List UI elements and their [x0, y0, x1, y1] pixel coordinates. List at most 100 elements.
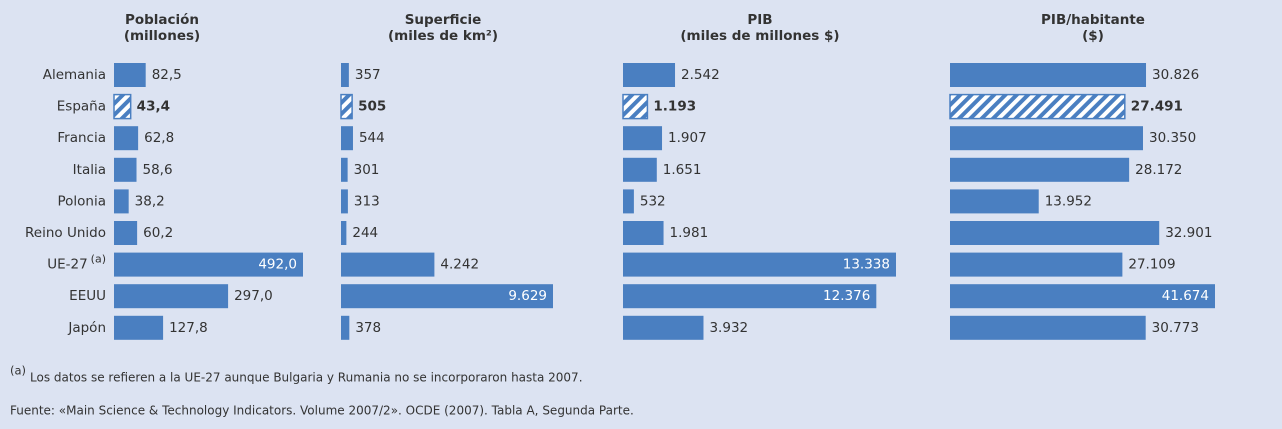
bar: [623, 126, 663, 151]
value-label: 27.491: [1131, 99, 1183, 115]
value-label: 41.674: [1162, 288, 1209, 304]
category-text: España: [57, 99, 106, 115]
bar: [114, 157, 137, 182]
category-text: Japón: [67, 320, 106, 336]
value-label: 30.826: [1152, 67, 1199, 83]
category-label: Francia: [57, 130, 106, 146]
bar: [114, 315, 164, 340]
value-label: 1.907: [668, 130, 707, 146]
bar: [623, 284, 877, 309]
footnote: Los datos se refieren a la UE-27 aunque …: [30, 371, 583, 385]
bar: [949, 93, 1126, 120]
value-label: 82,5: [152, 67, 182, 83]
value-label: 492,0: [258, 257, 297, 273]
bar: [950, 252, 1123, 277]
bar: [623, 63, 676, 87]
category-label: Reino Unido: [25, 225, 106, 241]
bar: [341, 252, 435, 277]
panel-subtitle: (miles de km²): [388, 28, 498, 44]
category-label: UE-27 (a): [47, 253, 106, 273]
category-text: Polonia: [57, 193, 106, 209]
bar: [623, 157, 657, 182]
bar: [114, 126, 139, 151]
bar: [950, 284, 1215, 309]
value-label: 28.172: [1135, 162, 1182, 178]
bar: [341, 63, 349, 87]
value-label: 13.952: [1045, 193, 1092, 209]
value-label: 32.901: [1165, 225, 1212, 241]
bar: [341, 221, 347, 245]
value-label: 301: [354, 162, 380, 178]
bar: [341, 284, 553, 309]
value-label: 127,8: [169, 320, 208, 336]
value-label: 244: [352, 225, 378, 241]
bar: [341, 189, 348, 214]
bar: [950, 189, 1039, 214]
bar: [114, 189, 129, 214]
bar: [950, 221, 1160, 245]
value-label: 378: [355, 320, 381, 336]
category-text: Francia: [57, 130, 106, 146]
bar: [341, 315, 350, 340]
value-label: 30.773: [1152, 320, 1199, 336]
bar: [623, 315, 704, 340]
value-label: 1.193: [653, 99, 696, 115]
category-text: Reino Unido: [25, 225, 106, 241]
panel-subtitle: ($): [1082, 28, 1104, 44]
value-label: 297,0: [234, 288, 273, 304]
bar: [950, 126, 1143, 151]
bar: [950, 315, 1146, 340]
value-label: 60,2: [143, 225, 173, 241]
value-label: 1.651: [663, 162, 702, 178]
bar: [623, 189, 634, 214]
value-label: 43,4: [137, 99, 170, 115]
category-label: España: [57, 99, 106, 115]
panel-title: PIB/habitante: [1041, 12, 1145, 28]
value-label: 505: [358, 99, 386, 115]
category-label: EEUU: [69, 288, 106, 304]
category-text: UE-27: [47, 257, 87, 273]
value-label: 544: [359, 130, 385, 146]
value-label: 38,2: [135, 193, 165, 209]
bar: [114, 221, 138, 245]
bar: [114, 63, 146, 87]
source: Fuente: «Main Science & Technology Indic…: [10, 404, 634, 418]
category-text: Italia: [73, 162, 106, 178]
value-label: 357: [355, 67, 381, 83]
panel-subtitle: (millones): [124, 28, 200, 44]
value-label: 1.981: [670, 225, 709, 241]
value-label: 13.338: [843, 257, 890, 273]
bar: [341, 126, 353, 151]
bar: [622, 93, 649, 120]
category-text: Alemania: [43, 67, 106, 83]
value-label: 3.932: [709, 320, 748, 336]
bar: [950, 63, 1147, 87]
bar: [114, 252, 303, 277]
category-label: Alemania: [43, 67, 106, 83]
value-label: 30.350: [1149, 130, 1196, 146]
footnote-marker: (a): [10, 364, 26, 378]
panel-title: Superficie: [405, 12, 482, 28]
bar: [623, 221, 664, 245]
category-note: (a): [91, 253, 106, 266]
value-label: 9.629: [508, 288, 547, 304]
value-label: 313: [354, 193, 380, 209]
bar: [623, 252, 896, 277]
bar: [341, 157, 348, 182]
category-text: EEUU: [69, 288, 106, 304]
value-label: 2.542: [681, 67, 720, 83]
panel-title: PIB: [747, 12, 772, 28]
panel-subtitle: (miles de millones $): [680, 28, 839, 44]
category-label: Italia: [73, 162, 106, 178]
bar: [340, 93, 353, 120]
value-label: 58,6: [143, 162, 173, 178]
bar: [114, 284, 229, 309]
category-label: Japón: [67, 320, 106, 336]
value-label: 27.109: [1128, 257, 1175, 273]
value-label: 62,8: [144, 130, 174, 146]
value-label: 12.376: [823, 288, 870, 304]
bar: [113, 93, 132, 120]
bar: [950, 157, 1130, 182]
value-label: 4.242: [440, 257, 479, 273]
